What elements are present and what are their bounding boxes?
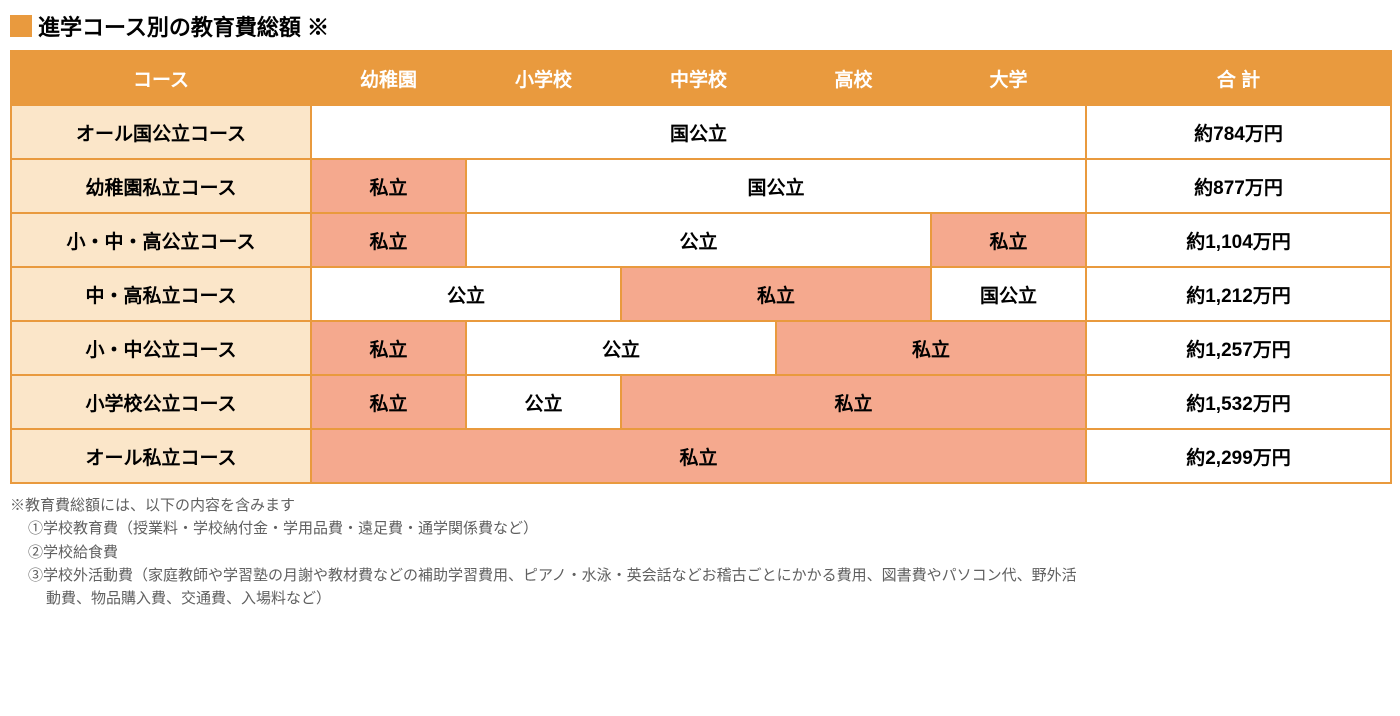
table-row: 小・中・高公立コース私立公立私立約1,104万円 <box>11 213 1391 267</box>
table-row: オール国公立コース国公立約784万円 <box>11 105 1391 159</box>
footnote-item: ②学校給食費 <box>10 541 1390 564</box>
course-label: オール国公立コース <box>11 105 311 159</box>
total-cell: 約1,212万円 <box>1086 267 1391 321</box>
footnote-item: ①学校教育費（授業料・学校納付金・学用品費・遠足費・通学関係費など） <box>10 517 1390 540</box>
cell-private: 私立 <box>311 321 466 375</box>
table-row: 中・高私立コース公立私立国公立約1,212万円 <box>11 267 1391 321</box>
table-header: コース幼稚園小学校中学校高校大学合 計 <box>11 51 1391 105</box>
cell-private: 私立 <box>621 375 1086 429</box>
course-label: 幼稚園私立コース <box>11 159 311 213</box>
cell-private: 私立 <box>311 159 466 213</box>
header-stage-2: 中学校 <box>621 51 776 105</box>
table-body: オール国公立コース国公立約784万円幼稚園私立コース私立国公立約877万円小・中… <box>11 105 1391 483</box>
header-stage-3: 高校 <box>776 51 931 105</box>
footnote-item-continuation: 動費、物品購入費、交通費、入場料など） <box>10 587 1390 610</box>
total-cell: 約1,257万円 <box>1086 321 1391 375</box>
cell-public: 国公立 <box>931 267 1086 321</box>
table-row: オール私立コース私立約2,299万円 <box>11 429 1391 483</box>
total-cell: 約1,104万円 <box>1086 213 1391 267</box>
footnote-lead: ※教育費総額には、以下の内容を含みます <box>10 494 1390 517</box>
cell-public: 国公立 <box>466 159 1086 213</box>
course-label: 小・中公立コース <box>11 321 311 375</box>
course-label: 小学校公立コース <box>11 375 311 429</box>
cell-public: 公立 <box>466 213 931 267</box>
table-row: 小・中公立コース私立公立私立約1,257万円 <box>11 321 1391 375</box>
cell-private: 私立 <box>621 267 931 321</box>
header-stage-0: 幼稚園 <box>311 51 466 105</box>
footnote-item: ③学校外活動費（家庭教師や学習塾の月謝や教材費などの補助学習費用、ピアノ・水泳・… <box>10 564 1390 587</box>
total-cell: 約877万円 <box>1086 159 1391 213</box>
total-cell: 約784万円 <box>1086 105 1391 159</box>
cell-public: 公立 <box>466 375 621 429</box>
cell-private: 私立 <box>931 213 1086 267</box>
cell-public: 公立 <box>311 267 621 321</box>
cell-private: 私立 <box>311 429 1086 483</box>
cell-private: 私立 <box>311 375 466 429</box>
cell-public: 国公立 <box>311 105 1086 159</box>
education-cost-table: コース幼稚園小学校中学校高校大学合 計 オール国公立コース国公立約784万円幼稚… <box>10 50 1392 484</box>
title-square-icon <box>10 15 32 37</box>
header-course: コース <box>11 51 311 105</box>
table-row: 幼稚園私立コース私立国公立約877万円 <box>11 159 1391 213</box>
cell-private: 私立 <box>776 321 1086 375</box>
header-total: 合 計 <box>1086 51 1391 105</box>
header-stage-1: 小学校 <box>466 51 621 105</box>
total-cell: 約2,299万円 <box>1086 429 1391 483</box>
cell-private: 私立 <box>311 213 466 267</box>
course-label: オール私立コース <box>11 429 311 483</box>
header-stage-4: 大学 <box>931 51 1086 105</box>
course-label: 小・中・高公立コース <box>11 213 311 267</box>
total-cell: 約1,532万円 <box>1086 375 1391 429</box>
footnotes: ※教育費総額には、以下の内容を含みます ①学校教育費（授業料・学校納付金・学用品… <box>10 494 1390 610</box>
course-label: 中・高私立コース <box>11 267 311 321</box>
title-row: 進学コース別の教育費総額 ※ <box>10 10 1390 42</box>
page-title: 進学コース別の教育費総額 ※ <box>38 10 329 42</box>
table-row: 小学校公立コース私立公立私立約1,532万円 <box>11 375 1391 429</box>
cell-public: 公立 <box>466 321 776 375</box>
